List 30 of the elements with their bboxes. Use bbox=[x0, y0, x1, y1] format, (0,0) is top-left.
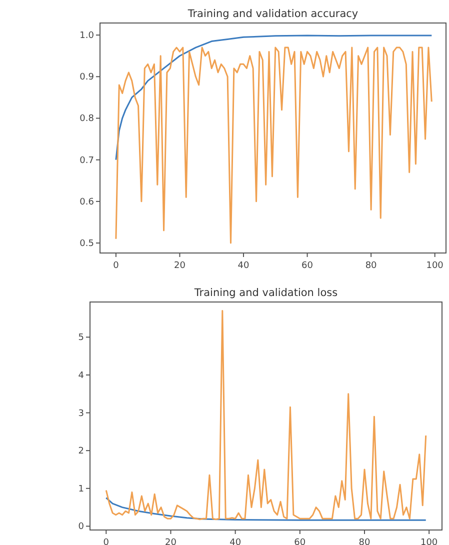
x-tick-label: 80 bbox=[358, 538, 370, 545]
y-tick-label: 0.9 bbox=[80, 72, 94, 83]
y-tick-label: 1.0 bbox=[80, 31, 94, 42]
x-tick-label: 60 bbox=[302, 261, 314, 271]
line-series bbox=[115, 34, 432, 161]
line-series bbox=[105, 497, 427, 521]
x-tick-label: 60 bbox=[294, 538, 306, 545]
y-tick-label: 0.7 bbox=[80, 156, 94, 166]
y-tick-label: 0.5 bbox=[80, 239, 94, 250]
x-tick-label: 0 bbox=[103, 538, 110, 545]
y-tick-label: 5 bbox=[78, 333, 84, 344]
chart-title: Training and validation accuracy bbox=[186, 8, 358, 20]
x-tick-label: 100 bbox=[420, 538, 438, 545]
line-series bbox=[105, 310, 427, 520]
x-tick-label: 20 bbox=[165, 538, 177, 545]
x-tick-label: 20 bbox=[174, 261, 186, 271]
x-tick-label: 40 bbox=[230, 538, 242, 545]
y-tick-label: 0 bbox=[78, 522, 84, 532]
y-tick-label: 3 bbox=[78, 408, 84, 419]
y-tick-label: 1 bbox=[78, 484, 84, 494]
y-tick-label: 0.8 bbox=[80, 114, 94, 124]
x-tick-label: 80 bbox=[365, 261, 378, 271]
x-tick-label: 100 bbox=[426, 261, 444, 271]
y-tick-label: 4 bbox=[78, 370, 84, 381]
y-tick-label: 0.6 bbox=[80, 197, 94, 208]
line-series bbox=[115, 46, 432, 244]
y-tick-label: 2 bbox=[78, 446, 84, 457]
x-tick-label: 0 bbox=[113, 261, 120, 271]
x-tick-label: 40 bbox=[238, 261, 250, 271]
chart-title: Training and validation loss bbox=[193, 287, 338, 299]
